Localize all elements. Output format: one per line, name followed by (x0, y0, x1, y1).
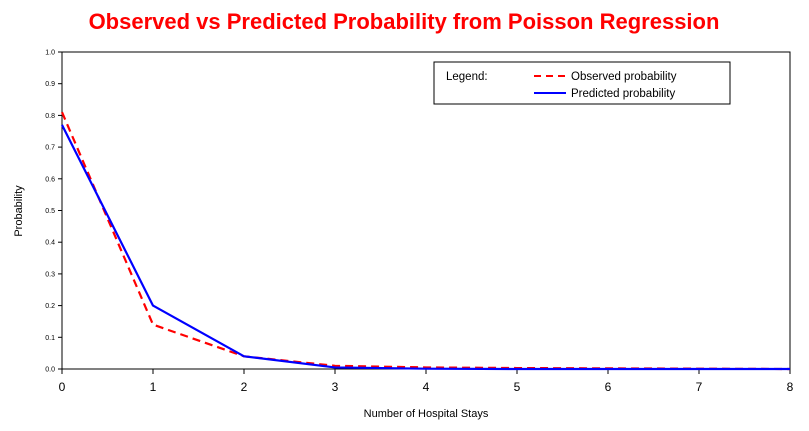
x-tick-label: 2 (241, 380, 248, 394)
y-tick-label: 0.5 (45, 208, 55, 215)
x-tick-label: 3 (332, 380, 339, 394)
y-tick-label: 0.7 (45, 145, 55, 152)
series-layer (60, 111, 791, 371)
series-line-observed (60, 111, 791, 371)
chart-title: Observed vs Predicted Probability from P… (89, 9, 720, 34)
y-tick-label: 0.8 (45, 113, 55, 120)
y-tick-label: 0.2 (45, 303, 55, 310)
legend-entry-predicted: Predicted probability (571, 88, 675, 100)
legend-title: Legend: (446, 71, 488, 83)
legend: Legend: Observed probability Predicted p… (433, 61, 731, 105)
y-tick-label: 0.3 (45, 271, 55, 278)
y-tick-label: 0.0 (45, 367, 55, 374)
x-tick-label: 8 (787, 380, 794, 394)
x-axis-label: Number of Hospital Stays (364, 408, 489, 420)
x-axis-ticks: 0 1 2 3 4 5 6 7 8 (59, 369, 794, 394)
x-tick-label: 7 (696, 380, 703, 394)
x-tick-label: 0 (59, 380, 66, 394)
legend-box (433, 61, 731, 105)
legend-entry-observed: Observed probability (571, 71, 677, 83)
x-tick-label: 6 (605, 380, 612, 394)
y-tick-label: 1.0 (45, 50, 55, 57)
y-tick-label: 0.9 (45, 81, 55, 88)
x-tick-label: 1 (150, 380, 157, 394)
x-tick-label: 5 (514, 380, 521, 394)
y-axis-ticks: 0.0 0.1 0.2 0.3 0.4 0.5 0.6 0.7 0.8 0.9 1.0 (45, 50, 62, 374)
y-tick-label: 0.6 (45, 176, 55, 183)
y-tick-label: 0.4 (45, 240, 55, 247)
y-axis-label: Probability (13, 185, 25, 237)
series-line-predicted (61, 124, 790, 371)
y-tick-label: 0.1 (45, 335, 55, 342)
x-tick-label: 4 (423, 380, 430, 394)
